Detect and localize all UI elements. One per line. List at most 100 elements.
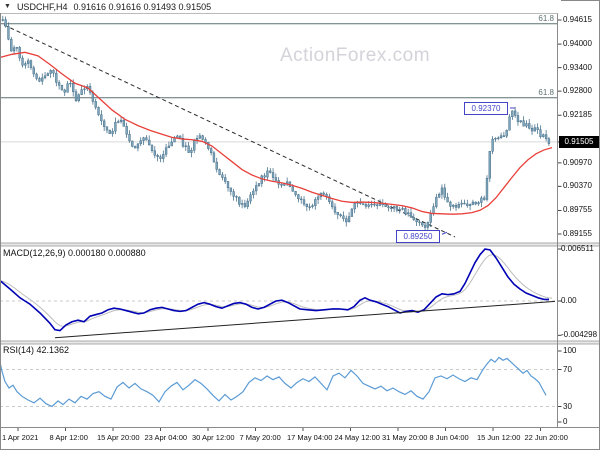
candle-body (131, 140, 134, 147)
candle-body (542, 134, 545, 137)
candle-body (221, 174, 224, 178)
candle-body (378, 203, 382, 206)
candle-body (544, 134, 548, 139)
candle-body (513, 110, 517, 116)
candle-body (224, 177, 227, 182)
candle-body (240, 203, 244, 205)
macd-group (1, 248, 556, 339)
candle-body (212, 152, 216, 163)
candle-body (164, 147, 168, 155)
candle-body (547, 138, 551, 144)
candle-body (105, 126, 109, 131)
candle-body (302, 199, 306, 205)
candle-body (94, 101, 97, 108)
time-axis-label: 30 Apr 12:00 (192, 433, 235, 442)
candle-body (204, 139, 207, 143)
candle-body (294, 191, 297, 195)
candle-body (311, 205, 314, 207)
candle-body (539, 129, 542, 137)
candle-body (494, 138, 497, 140)
candle-body (440, 187, 444, 195)
price-marker[interactable]: 0.92370 (464, 101, 508, 115)
candle-body (111, 130, 114, 134)
rsi-panel-label: RSI(14) 42.1362 (3, 345, 70, 355)
time-axis-label: 15 Jun 12:00 (477, 433, 521, 442)
candle-body (139, 140, 142, 145)
candle-body (235, 196, 238, 198)
time-axis-label: 23 Apr 04:00 (144, 433, 188, 442)
macd-main-line (1, 248, 549, 332)
candle-body (373, 203, 376, 206)
candle-body (38, 78, 41, 82)
candle-body (215, 161, 218, 170)
candle-body (148, 139, 151, 146)
candle-body (117, 121, 120, 123)
candle-body (142, 137, 145, 141)
candle-body (449, 201, 452, 207)
candle-body (1, 19, 4, 21)
rsi-line (1, 356, 547, 408)
rsi-axis-label: 0 (563, 417, 568, 426)
candle-body (159, 156, 162, 159)
time-axis-label: 8 Jun 04:00 (429, 433, 469, 442)
candle-body (350, 208, 354, 217)
candle-body (266, 170, 269, 178)
candle-body (533, 127, 537, 132)
candle-body (57, 82, 61, 86)
candle-body (409, 212, 413, 218)
candle-body (316, 196, 320, 200)
candle-body (463, 202, 466, 205)
candle-body (63, 89, 66, 93)
candle-body (328, 196, 331, 203)
candle-body (536, 127, 539, 130)
candle-body (322, 192, 325, 195)
candle-body (297, 194, 300, 200)
candle-body (41, 77, 44, 82)
candle-body (345, 218, 348, 223)
candle-body (474, 201, 477, 205)
candle-body (201, 135, 204, 140)
candle-body (170, 141, 173, 147)
candle-body (103, 120, 106, 127)
candle-body (488, 151, 491, 179)
candle-body (511, 110, 514, 118)
candle-body (198, 135, 202, 139)
candle-body (100, 114, 103, 122)
candle-body (407, 212, 410, 215)
symbol-dropdown-icon[interactable]: ▼ (4, 3, 11, 10)
candle-body (392, 206, 396, 209)
candle-body (167, 145, 171, 148)
fib-level-label: 61.8 (538, 87, 554, 97)
watermark: ActionForex.com (279, 45, 431, 66)
rsi-axis-label: 70 (563, 364, 572, 374)
price-marker[interactable]: 0.89250 (396, 230, 440, 244)
candle-body (4, 19, 7, 27)
candle-body (342, 215, 345, 219)
fib-level-label: 61.8 (538, 13, 554, 23)
candle-body (150, 144, 154, 151)
candle-body (412, 217, 415, 220)
candle-body (246, 200, 249, 207)
candle-body (271, 172, 275, 178)
candle-body (339, 214, 342, 217)
candle-body (195, 138, 199, 141)
candle-body (361, 203, 365, 205)
marker-pointer (441, 231, 448, 235)
candle-body (145, 137, 148, 141)
candle-body (336, 212, 339, 215)
price-axis-label: 0.92185 (563, 110, 592, 120)
candle-body (519, 120, 522, 123)
candle-body (190, 149, 193, 153)
price-axis-label: 0.92800 (563, 86, 592, 96)
candle-body (83, 88, 86, 90)
current-price-tag: 0.91505 (559, 135, 599, 148)
candle-body (255, 185, 258, 192)
candle-body (437, 194, 441, 198)
candle-body (305, 203, 308, 207)
candle-body (401, 208, 404, 210)
candle-body (516, 115, 520, 123)
candle-body (274, 177, 278, 181)
rsi-group (1, 356, 547, 408)
candle-body (426, 222, 430, 228)
